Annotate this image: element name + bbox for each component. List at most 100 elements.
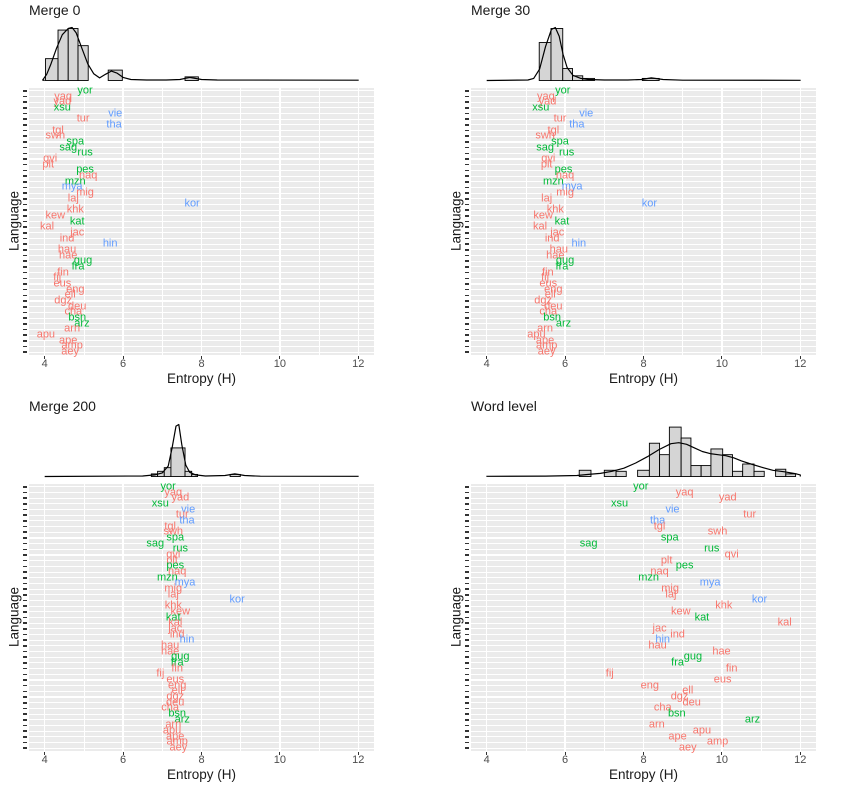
- y-tick: [22, 232, 27, 234]
- language-label-kat: kat: [165, 611, 181, 623]
- language-label-kew: kew: [170, 605, 191, 618]
- x-tick-label: 10: [273, 358, 287, 370]
- language-label-ind: ind: [544, 232, 560, 245]
- x-tick-label: 12: [352, 754, 365, 766]
- y-tick: [22, 158, 27, 160]
- x-tick-label: 6: [120, 358, 127, 370]
- language-label-kew: kew: [533, 209, 553, 222]
- y-tick: [22, 696, 27, 698]
- hist-bar: [615, 470, 627, 477]
- gridline-v-minor: [240, 484, 242, 751]
- gridline-v-minor: [525, 88, 527, 355]
- language-label-hae: hae: [160, 645, 180, 658]
- y-tick: [464, 118, 469, 121]
- y-tick: [464, 542, 469, 545]
- hist-bar: [637, 469, 650, 477]
- x-tick: [44, 355, 46, 359]
- language-label-tur: tur: [553, 112, 567, 125]
- gridline-v-minor: [760, 484, 762, 751]
- y-tick: [22, 294, 27, 297]
- y-tick: [464, 599, 469, 602]
- language-label-laj: laj: [665, 588, 677, 601]
- language-label-bsn: bsn: [667, 707, 686, 720]
- gridline-v-major: [357, 88, 359, 355]
- language-label-ape: ape: [535, 334, 555, 347]
- gridline-v-major: [122, 484, 124, 751]
- x-tick-label: 10: [273, 754, 287, 766]
- language-label-swh: swh: [45, 129, 66, 142]
- y-tick: [464, 593, 469, 596]
- language-label-yor: yor: [160, 480, 176, 493]
- y-tick: [22, 667, 27, 670]
- y-tick: [464, 514, 469, 517]
- language-label-amp: amp: [706, 735, 729, 748]
- y-tick: [464, 345, 469, 348]
- language-label-xsu: xsu: [532, 101, 550, 114]
- gridline-v-major: [44, 88, 46, 355]
- gridline-v-major: [122, 88, 124, 355]
- panel-title: Merge 30: [471, 2, 531, 18]
- y-tick: [22, 277, 27, 280]
- language-label-hin: hin: [102, 237, 118, 250]
- y-tick: [464, 747, 469, 749]
- language-label-laj: laj: [167, 588, 179, 601]
- language-label-hin: hin: [571, 237, 587, 250]
- hist-bar: [753, 470, 765, 477]
- y-tick: [464, 180, 469, 183]
- y-tick: [464, 656, 469, 659]
- language-label-eng: eng: [168, 679, 187, 692]
- y-tick: [464, 639, 469, 642]
- hist-bar: [710, 448, 724, 477]
- language-label-kat: kat: [69, 215, 85, 227]
- language-label-kat: kat: [554, 215, 570, 227]
- hist-bar: [578, 469, 592, 477]
- language-label-arn: arn: [165, 718, 182, 731]
- y-tick: [22, 288, 27, 291]
- y-tick: [22, 628, 27, 630]
- language-label-gug: gug: [555, 254, 575, 267]
- y-tick: [464, 215, 469, 217]
- language-label-spa: spa: [166, 531, 185, 544]
- x-tick-label: 4: [41, 358, 48, 370]
- y-axis-label: Language: [6, 586, 22, 648]
- y-tick: [22, 684, 27, 687]
- language-label-gug: gug: [73, 254, 93, 267]
- language-label-fin: fin: [57, 266, 69, 279]
- y-tick: [464, 249, 469, 251]
- language-label-eng: eng: [66, 283, 85, 296]
- y-tick: [22, 351, 27, 353]
- language-label-deu: deu: [544, 300, 563, 313]
- language-label-mzn: mzn: [64, 175, 86, 188]
- y-tick: [22, 95, 27, 98]
- y-tick: [464, 317, 469, 319]
- x-tick: [200, 751, 203, 755]
- hist-bar: [67, 28, 79, 81]
- y-tick: [464, 616, 469, 619]
- language-label-yad: yad: [171, 491, 190, 504]
- y-tick: [22, 317, 27, 319]
- y-axis-label: Language: [448, 586, 464, 648]
- y-tick: [464, 175, 469, 177]
- language-label-deu: deu: [68, 300, 87, 313]
- y-tick: [22, 90, 27, 92]
- hist-bar: [659, 454, 670, 477]
- language-label-dgz: dgz: [534, 294, 553, 307]
- y-tick: [464, 559, 469, 562]
- x-tick: [799, 355, 801, 359]
- y-tick: [22, 735, 27, 738]
- y-tick: [464, 101, 469, 103]
- x-tick: [357, 355, 359, 359]
- language-label-swh: swh: [163, 525, 184, 538]
- y-tick: [22, 124, 27, 126]
- gridline-v-major: [44, 484, 46, 751]
- y-tick: [22, 135, 27, 138]
- y-tick: [464, 220, 469, 223]
- language-label-qvi: qvi: [541, 152, 556, 165]
- y-tick: [22, 611, 27, 613]
- language-label-fra: fra: [170, 656, 184, 669]
- y-tick: [464, 294, 469, 297]
- gridline-v-major: [642, 88, 645, 355]
- y-tick: [464, 667, 469, 670]
- language-label-mzn: mzn: [638, 571, 659, 584]
- histogram: [486, 26, 801, 82]
